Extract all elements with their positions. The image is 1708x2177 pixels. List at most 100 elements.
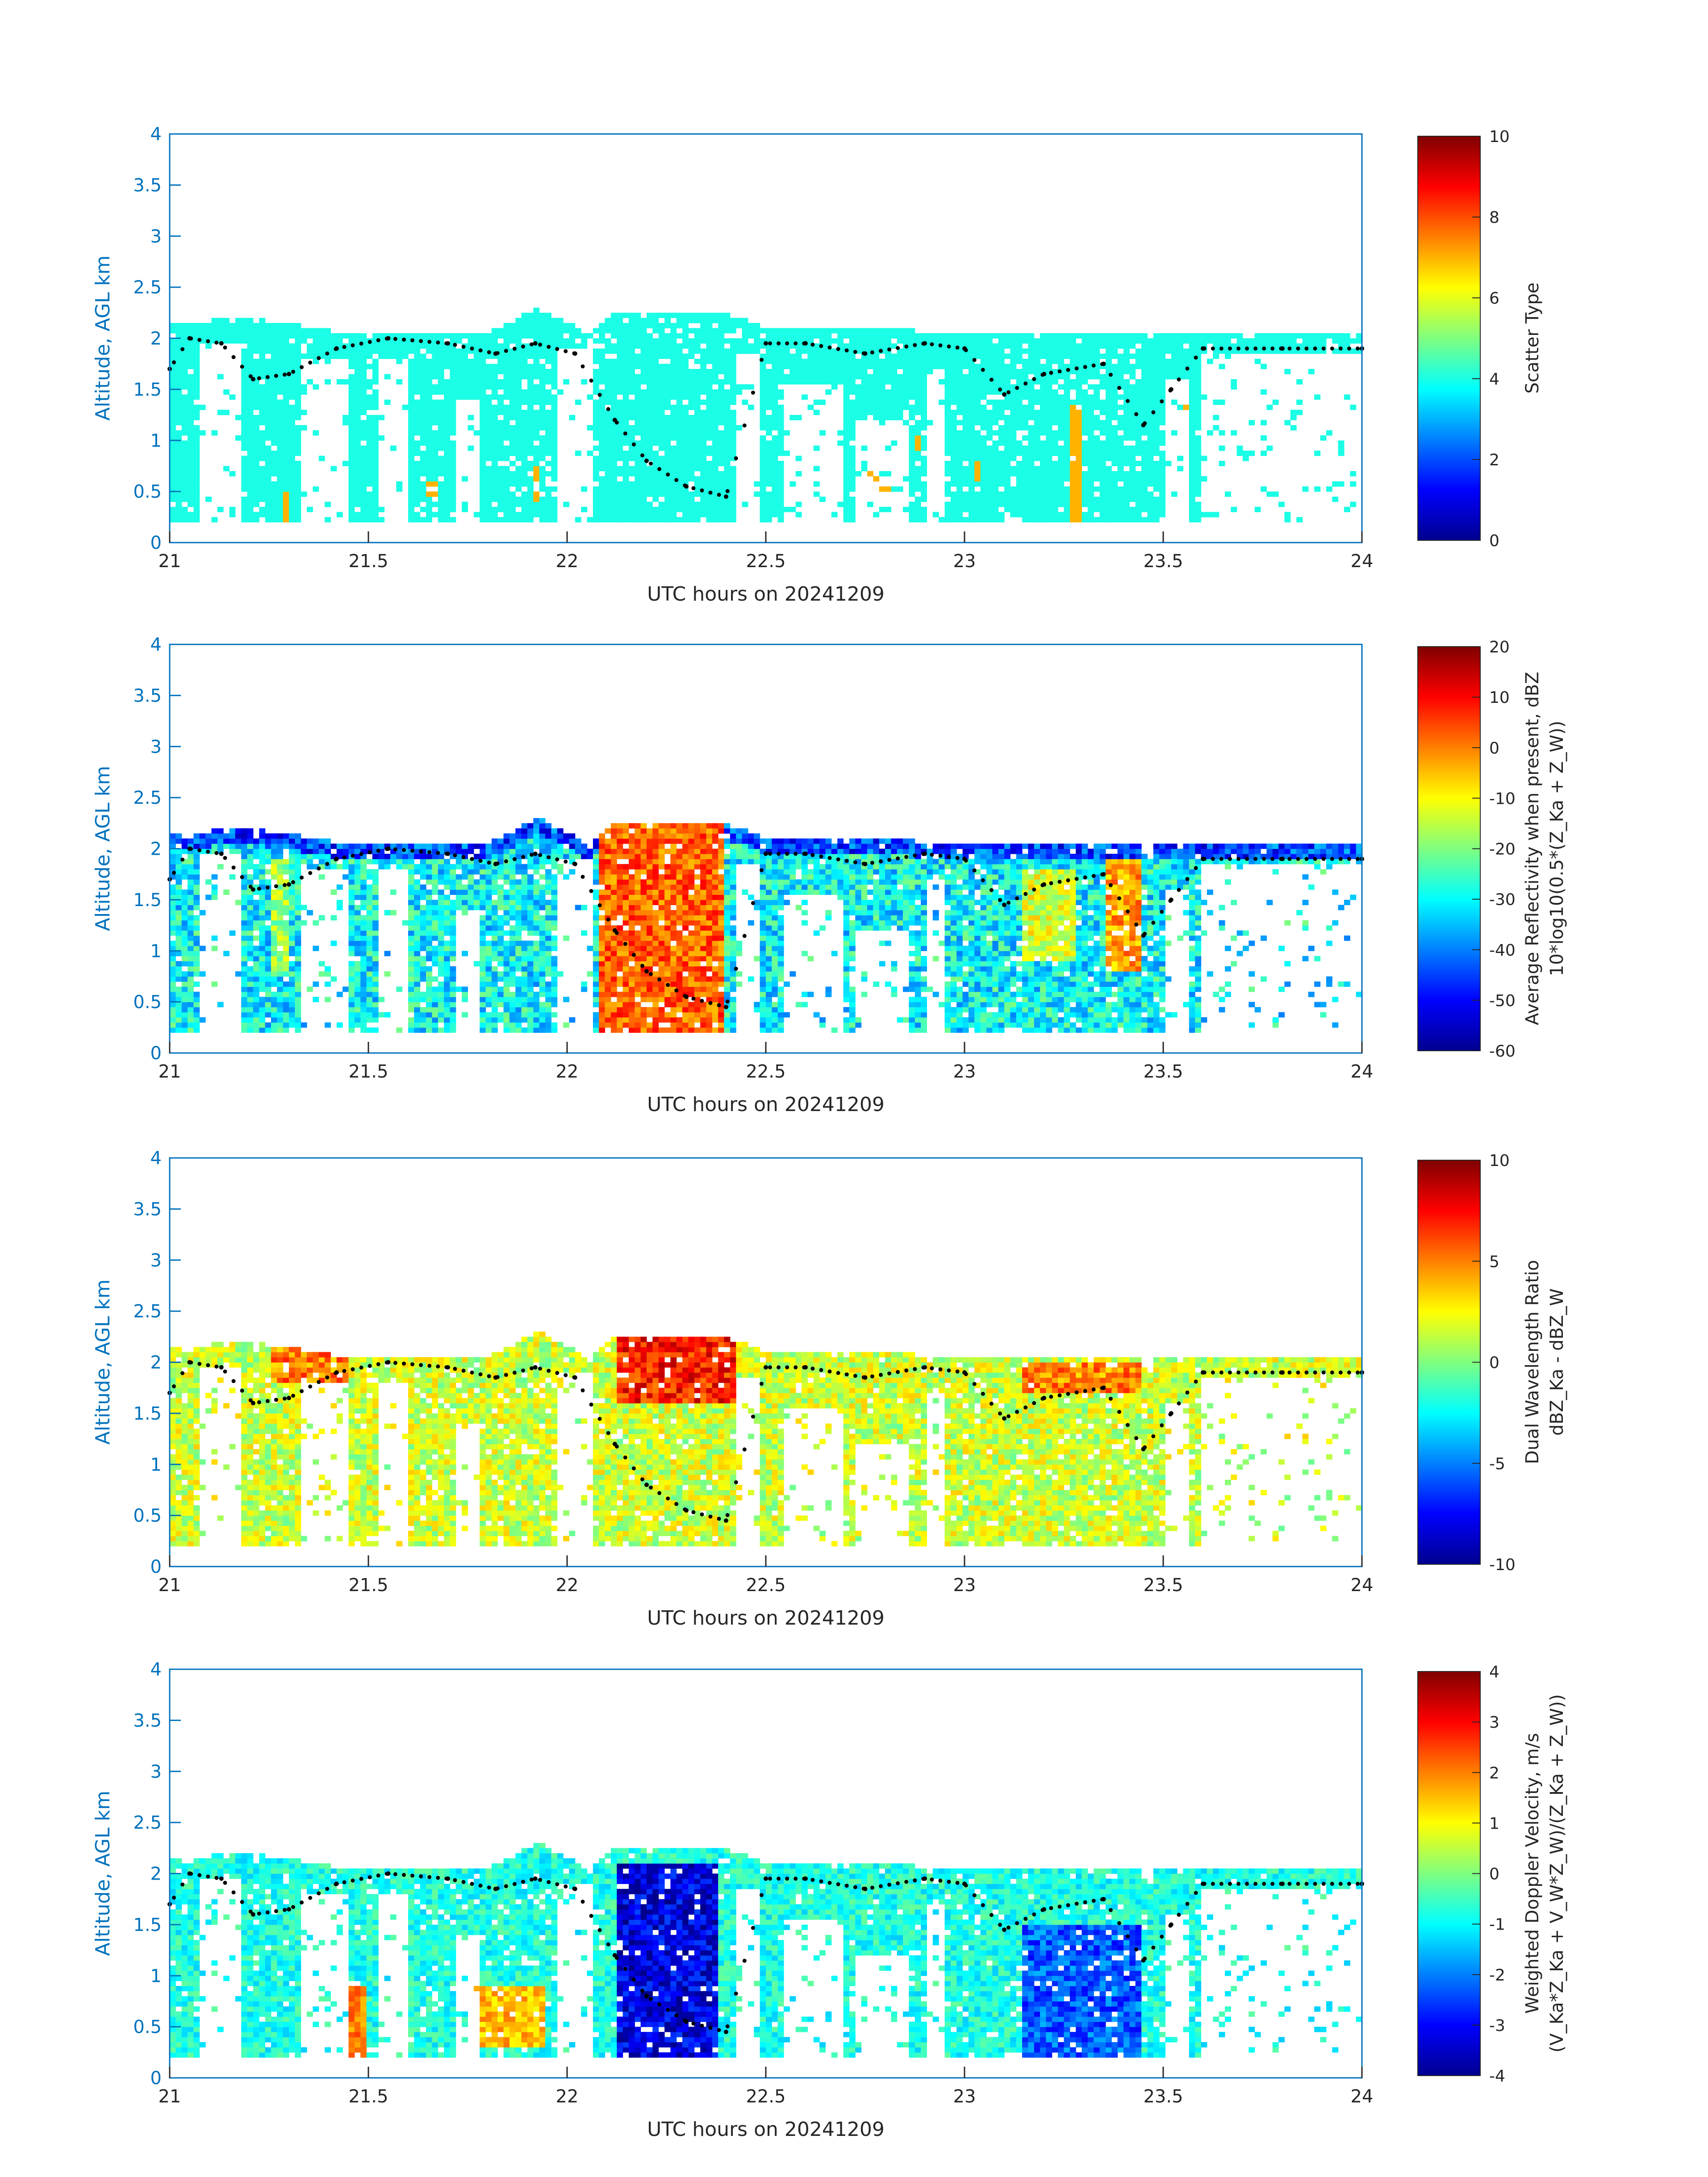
heatmap-cell (1165, 348, 1171, 354)
heatmap-cell (515, 471, 522, 476)
heatmap-cell (652, 430, 659, 435)
heatmap-cell (563, 343, 569, 349)
heatmap-cell (1118, 492, 1124, 497)
heatmap-cell (969, 333, 975, 338)
heatmap-cell (188, 348, 194, 354)
heatmap-cell (265, 512, 271, 517)
heatmap-cell (241, 415, 247, 420)
heatmap-cell (497, 333, 504, 338)
heatmap-cell (426, 379, 432, 384)
heatmap-cell (1064, 446, 1070, 451)
heatmap-cell (1111, 364, 1118, 369)
heatmap-cell (1100, 384, 1106, 389)
heatmap-cell (1088, 456, 1094, 461)
heatmap-cell (945, 333, 951, 338)
heatmap-cell (1159, 389, 1165, 395)
heatmap-cell (718, 471, 724, 476)
heatmap-cell (1201, 333, 1207, 338)
heatmap-cell (504, 333, 510, 338)
heatmap-cell (175, 471, 182, 476)
heatmap-cell (909, 492, 915, 497)
heatmap-cell (367, 425, 373, 430)
heatmap-cell (1308, 333, 1315, 338)
heatmap-cell (504, 405, 510, 410)
heatmap-cell (933, 364, 939, 369)
heatmap-cell (1123, 333, 1130, 338)
heatmap-cell (188, 384, 194, 389)
heatmap-cell (313, 384, 319, 389)
heatmap-cell (688, 440, 694, 446)
heatmap-cell (879, 420, 885, 426)
heatmap-cell (486, 517, 492, 522)
heatmap-cell (617, 379, 623, 384)
heatmap-cell (724, 364, 731, 369)
heatmap-cell (551, 400, 557, 405)
heatmap-cell (814, 400, 820, 405)
heatmap-cell (1010, 374, 1016, 380)
heatmap-cell (730, 415, 736, 420)
heatmap-cell (438, 481, 444, 487)
heatmap-cell (921, 492, 927, 497)
heatmap-cell (587, 333, 593, 338)
heatmap-cell (909, 379, 915, 384)
heatmap-cell (712, 481, 718, 487)
heatmap-cell (867, 343, 873, 349)
heatmap-cell (1153, 497, 1160, 502)
heatmap-cell (903, 333, 909, 338)
heatmap-cell (420, 517, 426, 522)
heatmap-cell (504, 369, 510, 374)
heatmap-cell (772, 507, 778, 512)
heatmap-cell (1052, 379, 1058, 384)
heatmap-cell (384, 400, 391, 405)
heatmap-cell (587, 394, 593, 400)
heatmap-cell (1177, 354, 1183, 359)
heatmap-cell (706, 400, 713, 405)
heatmap-cell (611, 471, 617, 476)
heatmap-cell (826, 354, 832, 359)
heatmap-cell (426, 461, 432, 466)
heatmap-cell (277, 497, 283, 502)
heatmap-cell (1207, 359, 1213, 364)
heatmap-cell (349, 389, 355, 395)
heatmap-cell (682, 456, 689, 461)
heatmap-cell (504, 415, 510, 420)
heatmap-cell (1141, 343, 1148, 349)
heatmap-cell (855, 328, 861, 334)
heatmap-cell (778, 507, 784, 512)
heatmap-cell (1141, 517, 1148, 522)
heatmap-cell (849, 451, 856, 456)
heatmap-cell (1094, 405, 1100, 410)
heatmap-cell (259, 476, 265, 481)
heatmap-cell (1034, 471, 1040, 476)
heatmap-cell (605, 466, 611, 471)
heatmap-cell (360, 435, 367, 441)
heatmap-cell (1022, 481, 1028, 487)
heatmap-cell (1046, 400, 1052, 405)
heatmap-cell (974, 410, 981, 415)
heatmap-cell (1046, 440, 1052, 446)
heatmap-cell (712, 348, 718, 354)
heatmap-cell (1076, 415, 1082, 420)
heatmap-cell (533, 461, 539, 466)
heatmap-cell (497, 410, 504, 415)
heatmap-cell (688, 338, 694, 344)
heatmap-cell (659, 476, 665, 481)
heatmap-cell (295, 476, 301, 481)
heatmap-cell (438, 492, 444, 497)
heatmap-cell (659, 410, 665, 415)
heatmap-cell (1147, 446, 1153, 451)
heatmap-cell (623, 343, 629, 349)
heatmap-cell (766, 446, 772, 451)
heatmap-cell (360, 374, 367, 380)
heatmap-cell (849, 384, 856, 389)
heatmap-cell (1022, 456, 1028, 461)
heatmap-cell (277, 354, 283, 359)
heatmap-cell (861, 466, 868, 471)
heatmap-cell (969, 415, 975, 420)
heatmap-cell (1040, 471, 1046, 476)
heatmap-cell (1255, 507, 1261, 512)
heatmap-cell (766, 502, 772, 507)
heatmap-cell (509, 333, 516, 338)
heatmap-cell (909, 338, 915, 344)
heatmap-cell (492, 507, 498, 512)
